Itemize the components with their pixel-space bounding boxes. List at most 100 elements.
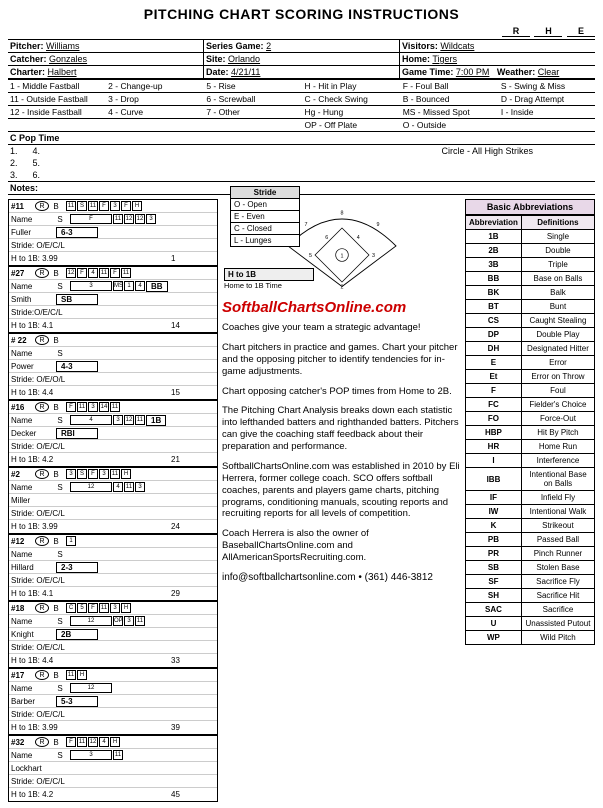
pitch-box: 11 bbox=[77, 402, 87, 412]
pitch-box: 12 bbox=[70, 616, 112, 626]
charter-value: Halbert bbox=[48, 67, 77, 77]
stride-o: O - Open bbox=[231, 199, 299, 211]
weather-value: Clear bbox=[538, 67, 560, 77]
pitch-box: 11 bbox=[99, 603, 109, 613]
abbr-def: Single bbox=[521, 230, 594, 244]
batter-name: Power bbox=[11, 362, 53, 371]
pitcher-label: Pitcher: bbox=[10, 41, 44, 51]
svg-text:1: 1 bbox=[340, 254, 343, 260]
legend-cell: O - Outside bbox=[403, 120, 495, 130]
pitcher-value: Williams bbox=[46, 41, 80, 51]
abbr-row: HRHome Run bbox=[466, 440, 595, 454]
batter-block: #18RBC5F113HNameS12OP311 Knight2BStride:… bbox=[8, 601, 218, 668]
poptime-numbers-2: 2. 5. bbox=[8, 157, 595, 169]
batter-num: #2 bbox=[9, 470, 35, 479]
hto1b-sub: Home to 1B Time bbox=[224, 281, 282, 290]
pitch-box: 3 bbox=[70, 281, 112, 291]
home-label: Home: bbox=[402, 54, 430, 64]
pitch-box: 11 bbox=[121, 268, 131, 278]
count-num: 14 bbox=[171, 321, 213, 330]
abbr-def: Home Run bbox=[521, 440, 594, 454]
series-label: Series Game: bbox=[206, 41, 264, 51]
abbr-row: SBStolen Base bbox=[466, 561, 595, 575]
visitors-value: Wildcats bbox=[440, 41, 474, 51]
pitch-box: 3 bbox=[146, 214, 156, 224]
result-pill: 5-3 bbox=[56, 696, 98, 707]
abbr-def: Unassisted Putout bbox=[521, 617, 594, 631]
abbr-row: DPDouble Play bbox=[466, 328, 595, 342]
pitch-box: 11 bbox=[124, 482, 134, 492]
pitch-box: 14 bbox=[99, 402, 109, 412]
abbr-key: IBB bbox=[466, 468, 522, 491]
stride-row: Stride: O/E/O/L bbox=[11, 375, 65, 384]
pitch-box: 11 bbox=[113, 214, 123, 224]
legend-cell: D - Drag Attempt bbox=[501, 94, 593, 104]
batter-block: #16RBF1131411NameS431211 1BDeckerRBIStri… bbox=[8, 400, 218, 467]
pitch-box: 11 bbox=[135, 415, 145, 425]
pitch-box: 11 bbox=[66, 670, 76, 680]
stride-row: Stride: O/E/C/L bbox=[11, 710, 65, 719]
batter-num: #12 bbox=[9, 537, 35, 546]
count-num: 24 bbox=[171, 522, 213, 531]
pitch-box: 3 bbox=[70, 750, 112, 760]
pitch-box: 11 bbox=[110, 402, 120, 412]
svg-text:4: 4 bbox=[356, 235, 359, 241]
batter-num: #11 bbox=[9, 202, 35, 211]
batters-column: #11RB11S11F3FHNameSF1112123 Fuller6-3Str… bbox=[8, 199, 218, 802]
batter-name: Barber bbox=[11, 697, 53, 706]
batter-block: #12RB1NameS Hillard2-3Stride: O/E/C/LH t… bbox=[8, 534, 218, 601]
legend-cell: F - Foul Ball bbox=[403, 81, 495, 91]
pitch-box: MS bbox=[113, 281, 123, 291]
home-value: Tigers bbox=[432, 54, 457, 64]
time-value: 7:00 PM bbox=[456, 67, 490, 77]
abbr-row: SHSacrifice Hit bbox=[466, 589, 595, 603]
header-row-2: Catcher: Gonzales Site: Orlando Home: Ti… bbox=[8, 52, 595, 65]
para-4: The Pitching Chart Analysis breaks down … bbox=[222, 405, 461, 453]
abbr-key: DP bbox=[466, 328, 522, 342]
pitch-box: 4 bbox=[70, 415, 112, 425]
legend-cell bbox=[206, 120, 298, 130]
pitch-box: 11 bbox=[66, 201, 76, 211]
batter-bs: B bbox=[49, 604, 63, 613]
pitch-box: 1 bbox=[66, 536, 76, 546]
abbr-title: Basic Abbreviations bbox=[465, 199, 595, 215]
legend-cell: 11 - Outside Fastball bbox=[10, 94, 102, 104]
abbr-column: Basic Abbreviations Abbreviation Definit… bbox=[465, 199, 595, 802]
abbr-def: Hit By Pitch bbox=[521, 426, 594, 440]
batter-block: #27RB12F411F11NameS3MS14 BBSmithSBStride… bbox=[8, 266, 218, 333]
svg-text:9: 9 bbox=[376, 222, 379, 228]
batter-bs: B bbox=[49, 537, 63, 546]
abbr-row: EError bbox=[466, 356, 595, 370]
h-col: H bbox=[534, 26, 562, 37]
batter-hand: R bbox=[35, 402, 49, 412]
abbr-def: Intentional Walk bbox=[521, 505, 594, 519]
page: PITCHING CHART SCORING INSTRUCTIONS R H … bbox=[0, 0, 603, 808]
abbr-def: Stolen Base bbox=[521, 561, 594, 575]
count-num: 45 bbox=[171, 790, 213, 799]
pitch-box: F bbox=[66, 737, 76, 747]
hto1b-box: H to 1B bbox=[224, 268, 314, 281]
batter-hand: R bbox=[35, 268, 49, 278]
batter-hand: R bbox=[35, 737, 49, 747]
site-label: Site: bbox=[206, 54, 226, 64]
pop-1: 1. bbox=[10, 146, 18, 156]
legend-cell: 6 - Screwball bbox=[206, 94, 298, 104]
legend-cell bbox=[108, 120, 200, 130]
abbr-def: Sacrifice Fly bbox=[521, 575, 594, 589]
name-label: Name bbox=[11, 684, 53, 693]
abbr-def: Force-Out bbox=[521, 412, 594, 426]
abbr-def: Error bbox=[521, 356, 594, 370]
result-pill: 6-3 bbox=[56, 227, 98, 238]
e-col: E bbox=[567, 26, 595, 37]
pop-5: 5. bbox=[33, 158, 41, 168]
abbr-key: F bbox=[466, 384, 522, 398]
pitch-box: F bbox=[88, 603, 98, 613]
legend-cell: 5 - Rise bbox=[206, 81, 298, 91]
batter-name: Hillard bbox=[11, 563, 53, 572]
catcher-label: Catcher: bbox=[10, 54, 47, 64]
abbr-row: WPWild Pitch bbox=[466, 631, 595, 645]
abbr-row: 3BTriple bbox=[466, 258, 595, 272]
stride-row: Stride: O/E/C/L bbox=[11, 509, 65, 518]
rhe-header: R H E bbox=[8, 26, 595, 37]
pitch-box: 12 bbox=[88, 737, 98, 747]
